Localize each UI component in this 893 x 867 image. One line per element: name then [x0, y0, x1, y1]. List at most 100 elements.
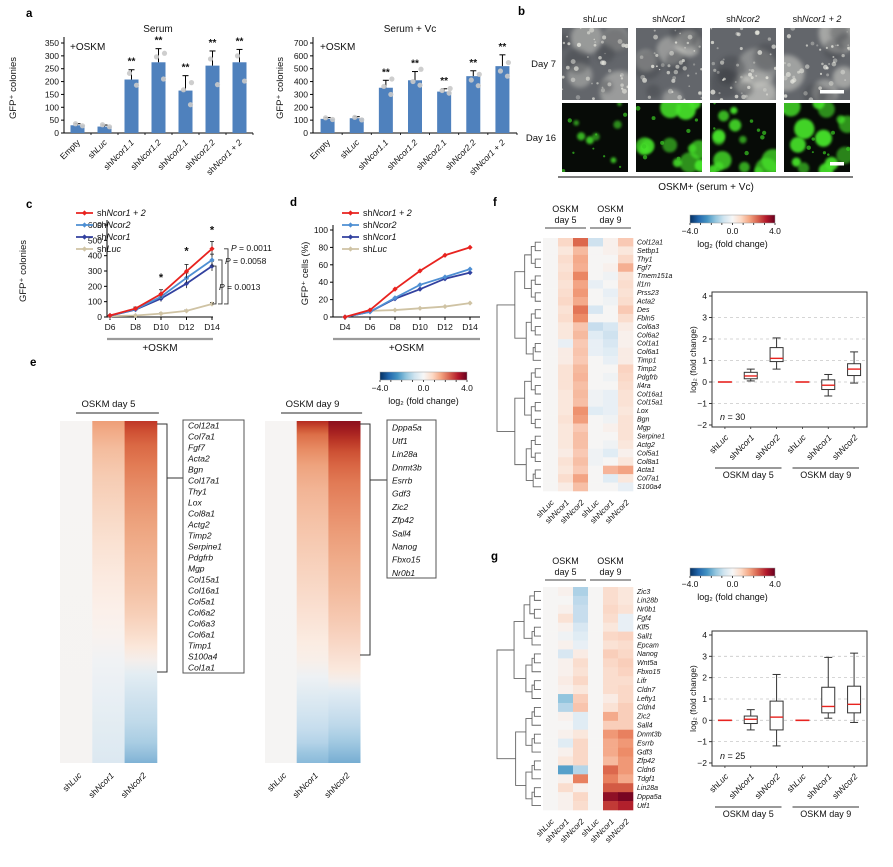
x-label: shNcor1	[804, 771, 834, 801]
gene-name: Col6a2	[188, 608, 215, 618]
gene-name: Zfp42	[391, 515, 414, 525]
bar	[408, 80, 422, 133]
bar	[70, 125, 85, 133]
y-axis-label: GFP⁺ colonies	[8, 57, 19, 119]
gene-name: Gdf3	[392, 489, 411, 499]
data-dot	[188, 80, 195, 86]
data-dot	[160, 76, 167, 82]
gene-name: Col16a1	[188, 586, 220, 596]
series-line	[109, 259, 213, 317]
svg-text:3: 3	[702, 651, 707, 661]
data-dot	[153, 54, 160, 60]
gene-name: Prss23	[637, 290, 659, 297]
data-dot	[352, 114, 358, 120]
gene-name: Actg2	[636, 442, 655, 449]
gene-name: Timp2	[188, 531, 212, 541]
gene-name: Zic3	[636, 589, 650, 596]
gene-name: Timp2	[637, 366, 656, 373]
gene-name: Col5a1	[637, 450, 659, 457]
svg-text:**: **	[411, 59, 419, 70]
svg-text:log₂ (fold change): log₂ (fold change)	[388, 396, 459, 406]
data-dot	[476, 71, 482, 77]
panel-d-line-chart: 0 20 40 60 80 100 D4 D6 D8 D10 D12 D14 shNcor1 + 2 sh…	[300, 208, 480, 354]
heatmap-column	[124, 421, 158, 763]
svg-text:*: *	[210, 224, 215, 236]
gene-name: Col15a1	[637, 400, 663, 407]
gene-name: Lin28a	[637, 785, 658, 792]
x-label: shLuc	[785, 771, 809, 795]
data-dot	[389, 76, 395, 82]
svg-text:300: 300	[45, 51, 59, 61]
gene-name: Mgp	[637, 425, 651, 432]
gene-name: Tmem151a	[637, 273, 673, 280]
gene-name: Fbln5	[637, 315, 655, 322]
svg-text:D12: D12	[179, 322, 195, 332]
gene-name: Bgn	[637, 417, 650, 424]
data-dot	[79, 123, 86, 129]
svg-text:shNcor1.2: shNcor1.2	[385, 137, 420, 172]
gene-name: Col7a1	[188, 432, 215, 442]
svg-text:50: 50	[50, 115, 60, 125]
gene-name: Pdgfrb	[637, 374, 658, 381]
svg-text:D10: D10	[153, 322, 169, 332]
gene-name: Fgf7	[188, 443, 205, 453]
gene-name: Col1a1	[637, 341, 659, 348]
data-dot	[161, 50, 168, 56]
gene-name: Col6a2	[637, 332, 659, 339]
heatmap-title: OSKM day 9	[286, 399, 340, 410]
data-dot	[234, 53, 241, 59]
gene-name: Cldn7	[637, 687, 656, 694]
gene-name: Bgn	[188, 465, 203, 475]
x-label: shNcor2	[753, 432, 783, 462]
svg-text:0.0: 0.0	[727, 579, 739, 589]
svg-text:−4.0: −4.0	[682, 226, 699, 236]
group-header: day 9	[599, 567, 621, 577]
svg-text:D10: D10	[412, 322, 428, 332]
colorbar	[379, 371, 468, 381]
gene-name: Esrrb	[637, 740, 654, 747]
svg-text:−4.0: −4.0	[682, 579, 699, 589]
gene-name: Acta1	[636, 467, 655, 474]
svg-text:0: 0	[702, 715, 707, 725]
gene-name: Zfp42	[636, 758, 655, 765]
group-header: OSKM	[597, 556, 624, 566]
svg-text:**: **	[128, 57, 136, 68]
gene-name: Col8a1	[188, 509, 215, 519]
svg-text:100: 100	[294, 115, 308, 125]
x-label: shNcor2	[830, 771, 860, 801]
svg-text:4.0: 4.0	[769, 579, 781, 589]
panel-g-label: g	[491, 551, 499, 563]
svg-text:400: 400	[294, 77, 308, 87]
svg-text:0: 0	[303, 128, 308, 138]
p-value: P = 0.0011	[231, 243, 272, 253]
data-dot	[505, 59, 512, 66]
panel-e-label: e	[30, 357, 37, 369]
legend-label: shNcor1 + 2	[363, 208, 412, 218]
bar	[378, 87, 393, 133]
svg-text:4.0: 4.0	[461, 383, 473, 393]
svg-text:300: 300	[88, 266, 102, 276]
legend-label: shNcor2	[97, 220, 131, 230]
svg-text:20: 20	[319, 295, 329, 305]
data-dot	[475, 83, 481, 89]
gene-name: Sall1	[637, 633, 653, 640]
group-header: OSKM	[552, 204, 579, 214]
group-label: OSKM day 5	[723, 809, 774, 819]
x-label: shNcor2	[830, 432, 860, 462]
svg-text:0: 0	[702, 377, 707, 387]
data-dot	[504, 73, 511, 79]
svg-text:D8: D8	[390, 322, 401, 332]
x-label: shLuc	[707, 432, 731, 456]
gene-name: Serpine1	[637, 433, 665, 440]
gene-name: Dppa5a	[392, 423, 422, 433]
bar	[232, 62, 247, 133]
column-label: shNcor2	[119, 770, 149, 800]
svg-text:0.0: 0.0	[418, 383, 430, 393]
svg-text:**: **	[469, 58, 477, 69]
legend-label: shNcor1	[97, 232, 131, 242]
gfp-fluorescence-image	[636, 103, 702, 172]
data-dot	[99, 122, 106, 128]
gfp-fluorescence-image	[784, 103, 850, 172]
